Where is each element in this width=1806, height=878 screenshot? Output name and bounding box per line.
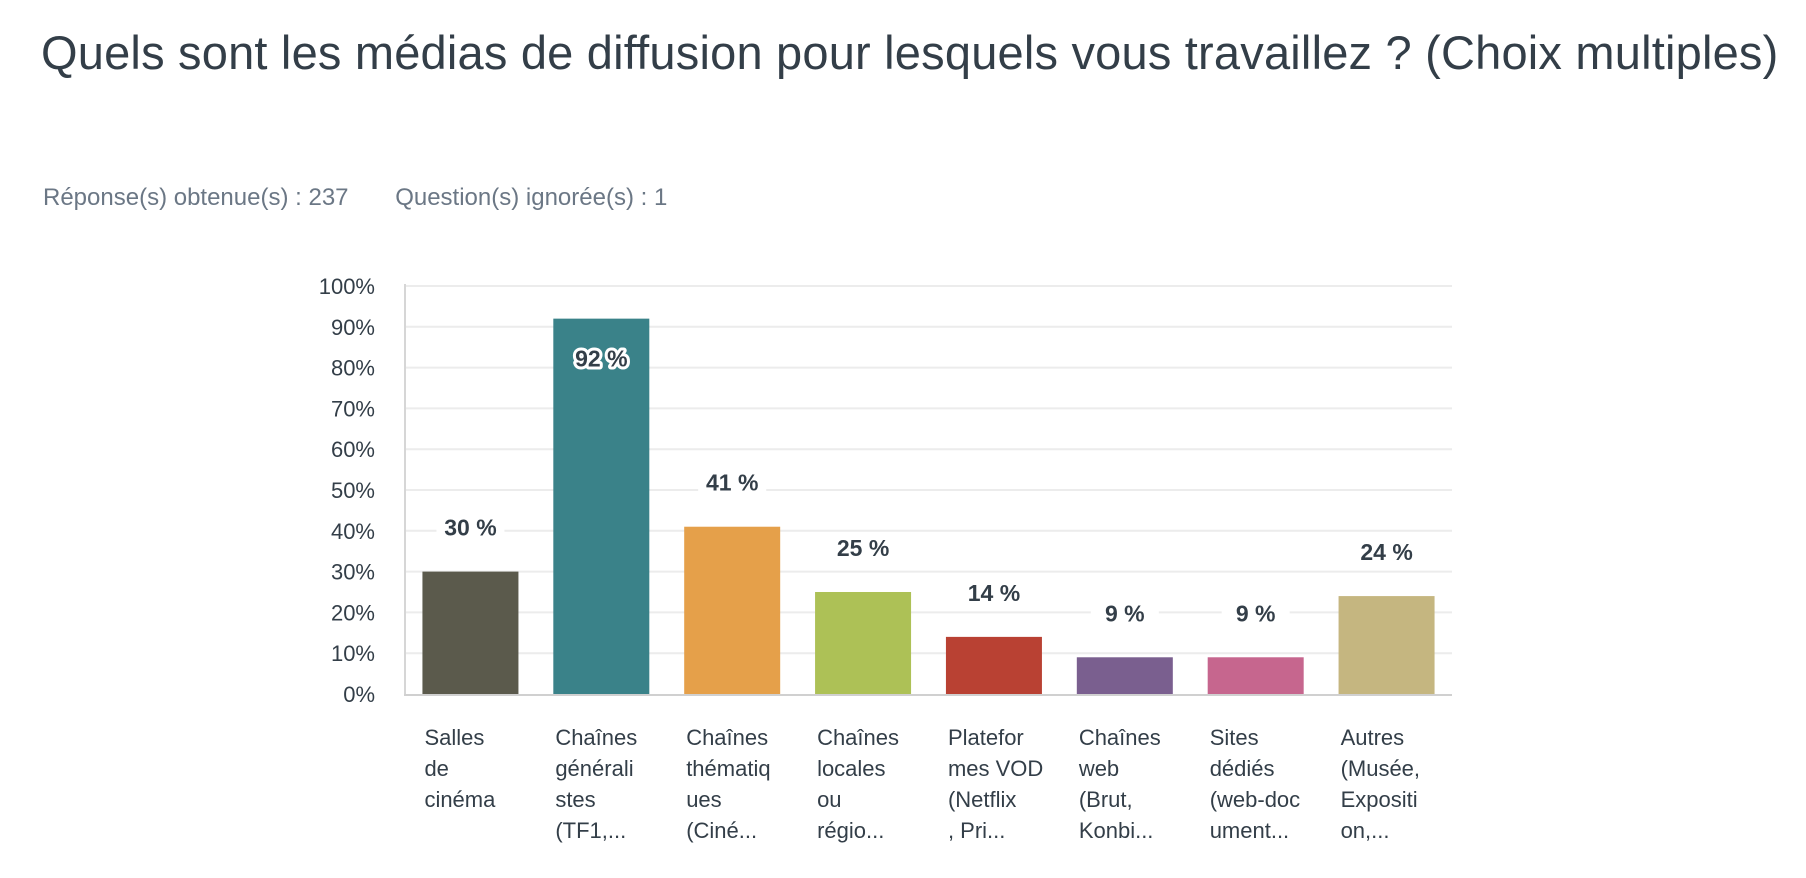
y-tick-label: 40% bbox=[331, 519, 375, 544]
x-tick-label-line: locales bbox=[817, 756, 885, 781]
x-tick-label-line: (Ciné... bbox=[686, 818, 757, 843]
y-tick-label: 80% bbox=[331, 356, 375, 381]
x-tick-label-line: (TF1,... bbox=[555, 818, 626, 843]
x-tick-label-line: Chaînes bbox=[817, 725, 899, 750]
y-tick-label: 10% bbox=[331, 641, 375, 666]
data-label-bg bbox=[829, 534, 898, 564]
x-tick-label-line: ument... bbox=[1210, 818, 1289, 843]
bar bbox=[553, 318, 650, 694]
x-tick-label-line: Autres bbox=[1341, 725, 1405, 750]
response-stats: Réponse(s) obtenue(s) : 237 Question(s) … bbox=[43, 184, 707, 212]
bar bbox=[684, 526, 781, 694]
x-tick-label: Chaînes web (Brut, Konbi... bbox=[1078, 725, 1161, 843]
data-label-bg bbox=[1221, 599, 1290, 630]
x-tick-label: Chaînes locales ou régio... bbox=[817, 725, 899, 843]
y-tick-label: 20% bbox=[331, 600, 375, 625]
x-tick-label-line: Platefor bbox=[948, 725, 1024, 750]
data-label: 9 % bbox=[1105, 600, 1145, 626]
y-tick-label: 90% bbox=[331, 315, 375, 340]
x-tick-label-line: (Brut, bbox=[1079, 787, 1133, 812]
data-label: 30 % bbox=[444, 515, 496, 541]
data-label: 9 % bbox=[1236, 600, 1276, 626]
x-tick-label-line: ues bbox=[686, 787, 721, 812]
x-tick-label: Chaînes thématiq ues (Ciné... bbox=[686, 725, 770, 843]
bar bbox=[1076, 657, 1173, 694]
x-tick-label: Platefor mes VOD (Netflix , Pri... bbox=[948, 725, 1043, 843]
x-tick-label-line: de bbox=[424, 756, 448, 781]
answered-count: Réponse(s) obtenue(s) : 237 bbox=[43, 184, 349, 211]
x-tick-label-line: , Pri... bbox=[948, 818, 1005, 843]
y-tick-label: 30% bbox=[331, 560, 375, 585]
x-tick-label-line: (web-doc bbox=[1210, 787, 1300, 812]
data-label: 24 % bbox=[1360, 539, 1412, 565]
data-label-halo: 92 % bbox=[575, 346, 627, 372]
x-tick-label-line: Chaînes bbox=[1079, 725, 1161, 750]
x-tick-label-line: web bbox=[1078, 756, 1119, 781]
data-label: 25 % bbox=[837, 535, 889, 561]
y-tick-label: 100% bbox=[319, 274, 375, 299]
data-label-bg bbox=[1352, 538, 1421, 569]
x-tick-label-line: générali bbox=[555, 756, 633, 781]
y-tick-label: 60% bbox=[331, 437, 375, 462]
y-tick-label: 50% bbox=[331, 478, 375, 503]
x-tick-label-line: Konbi... bbox=[1079, 818, 1154, 843]
data-label-bg bbox=[1090, 599, 1159, 630]
x-tick-label-line: Chaînes bbox=[686, 725, 768, 750]
data-label-bg bbox=[959, 578, 1028, 609]
bar bbox=[1207, 657, 1304, 694]
bar bbox=[815, 592, 912, 694]
x-tick-label-line: on,... bbox=[1341, 818, 1390, 843]
data-label: 92 % bbox=[575, 346, 627, 372]
question-title: Quels sont les médias de diffusion pour … bbox=[41, 26, 1779, 79]
bar bbox=[1338, 596, 1435, 694]
x-tick-label-line: thématiq bbox=[686, 756, 770, 781]
x-tick-label-line: cinéma bbox=[424, 787, 496, 812]
y-tick-label: 70% bbox=[331, 396, 375, 421]
x-tick-label-line: stes bbox=[555, 787, 595, 812]
x-tick-label-line: dédiés bbox=[1210, 756, 1275, 781]
x-tick-label-line: mes VOD bbox=[948, 756, 1043, 781]
data-label: 41 % bbox=[706, 470, 758, 496]
x-tick-label-line: Expositi bbox=[1341, 787, 1418, 812]
x-tick-label: Chaînes générali stes (TF1,... bbox=[555, 725, 637, 843]
y-tick-label: 0% bbox=[343, 682, 375, 707]
x-tick-label: Salles de cinéma bbox=[424, 725, 496, 812]
x-tick-label-line: ou bbox=[817, 787, 841, 812]
x-tick-label-line: Chaînes bbox=[555, 725, 637, 750]
x-tick-label: Sites dédiés (web-doc ument... bbox=[1210, 725, 1300, 843]
x-tick-label-line: (Netflix bbox=[948, 787, 1016, 812]
bar bbox=[945, 636, 1042, 694]
data-label-bg bbox=[436, 513, 505, 544]
data-label: 14 % bbox=[968, 580, 1020, 606]
data-label-bg bbox=[698, 468, 767, 499]
bar bbox=[422, 571, 519, 694]
x-tick-label-line: Salles bbox=[424, 725, 484, 750]
x-tick-label-line: (Musée, bbox=[1341, 756, 1420, 781]
x-tick-label: Autres (Musée, Expositi on,... bbox=[1341, 725, 1420, 843]
skipped-count: Question(s) ignorée(s) : 1 bbox=[395, 184, 668, 211]
x-tick-label-line: régio... bbox=[817, 818, 884, 843]
x-tick-label-line: Sites bbox=[1210, 725, 1259, 750]
